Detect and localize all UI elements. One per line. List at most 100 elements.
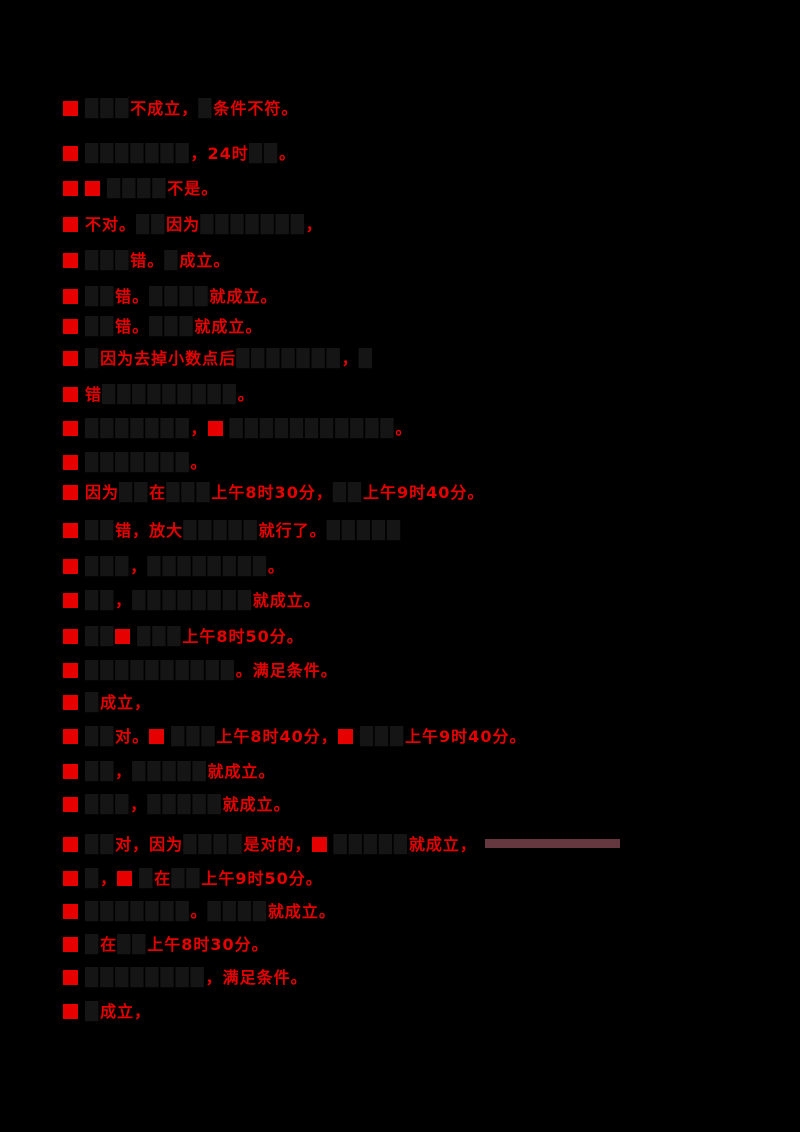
- document-line: ███████。: [63, 454, 208, 474]
- red-annotation-text: 因为去掉小数点后: [100, 349, 237, 368]
- red-box-glyph: [63, 101, 78, 116]
- illegible-dark-text-run: ██: [85, 762, 116, 782]
- illegible-dark-text-run: ███████: [85, 902, 191, 922]
- red-annotation-text: 在: [154, 869, 172, 888]
- red-box-glyph: [63, 629, 78, 644]
- illegible-dark-text-run: █: [85, 935, 101, 955]
- red-box-glyph: [63, 421, 78, 436]
- red-annotation-text: 上午8时30分。: [147, 935, 269, 954]
- illegible-dark-text-run: ███: [171, 727, 217, 747]
- red-annotation-text: 上午8时30分，: [211, 483, 333, 502]
- red-annotation-text: 。: [235, 661, 253, 680]
- red-box-glyph: [63, 871, 78, 886]
- red-box-glyph: [63, 319, 78, 334]
- red-box-glyph: [63, 289, 78, 304]
- illegible-dark-text-run: ███: [85, 795, 131, 815]
- illegible-dark-text-run: ██: [332, 483, 363, 503]
- red-annotation-text: ，24时: [190, 144, 249, 163]
- illegible-dark-text-run: ████: [107, 179, 168, 199]
- red-annotation-text: 放大: [149, 521, 184, 540]
- red-annotation-text: 。: [278, 144, 296, 163]
- red-annotation-text: ，: [341, 349, 359, 368]
- document-line: ███████。████就成立。: [63, 903, 336, 923]
- red-box-glyph: [63, 729, 78, 744]
- document-line: ██ ███上午8时50分。: [63, 628, 304, 648]
- document-line: 错█████████。: [63, 386, 255, 406]
- red-annotation-text: 就成立。: [252, 591, 321, 610]
- red-box-glyph: [63, 351, 78, 366]
- red-annotation-text: 上午9时40分。: [405, 727, 527, 746]
- red-annotation-text: 成立。: [179, 251, 231, 270]
- document-line: █， █在██上午9时50分。: [63, 870, 323, 890]
- red-annotation-text: 错。: [115, 287, 150, 306]
- red-box-glyph: [63, 764, 78, 779]
- illegible-dark-text-run: ████████: [147, 557, 268, 577]
- document-line: ██对，因为████是对的， █████就成立，: [63, 836, 620, 856]
- red-annotation-text: 就成立。: [222, 795, 291, 814]
- red-annotation-text: ，: [130, 795, 148, 814]
- red-box-glyph: [63, 937, 78, 952]
- red-box-glyph: [63, 904, 78, 919]
- red-box-glyph: [63, 559, 78, 574]
- red-annotation-text: 上午8时50分。: [182, 627, 304, 646]
- red-annotation-text: ，: [305, 215, 323, 234]
- red-annotation-text: 在: [149, 483, 167, 502]
- illegible-dark-text-run: ████: [183, 835, 244, 855]
- red-box-glyph: [63, 455, 78, 470]
- red-annotation-text: 满足条件。: [252, 661, 338, 680]
- illegible-dark-text-run: ██: [85, 317, 116, 337]
- illegible-dark-text-run: ███: [85, 99, 131, 119]
- illegible-dark-text-run: █: [85, 869, 101, 889]
- red-annotation-text: 成立，: [100, 693, 152, 712]
- illegible-dark-text-run: █: [85, 1002, 101, 1022]
- illegible-dark-text-run: █: [198, 99, 214, 119]
- document-line: ██，████████就成立。: [63, 592, 321, 612]
- illegible-dark-text-run: ██: [171, 869, 202, 889]
- illegible-dark-text-run: ████: [149, 287, 210, 307]
- illegible-dark-text-run: ██████████: [85, 661, 236, 681]
- illegible-dark-text-run: ███████████: [229, 419, 396, 439]
- red-annotation-text: 上午9时50分。: [201, 869, 323, 888]
- illegible-dark-text-run: ████████: [132, 591, 253, 611]
- red-annotation-text: 因为: [149, 835, 184, 854]
- illegible-dark-text-run: █: [164, 251, 180, 271]
- red-annotation-text: 错。: [130, 251, 165, 270]
- document-line: █成立，: [63, 1003, 151, 1023]
- red-annotation-text: 。: [190, 902, 208, 921]
- document-line: ███████， ███████████。: [63, 420, 412, 440]
- red-box-glyph: [63, 797, 78, 812]
- red-annotation-text: 对，: [115, 835, 150, 854]
- document-line: ███，█████就成立。: [63, 796, 291, 816]
- illegible-dark-text-run: █: [358, 349, 374, 369]
- red-annotation-text: ，: [115, 591, 133, 610]
- red-box-glyph: [63, 146, 78, 161]
- red-annotation-text: 是对的，: [243, 835, 312, 854]
- red-box-glyph: [63, 523, 78, 538]
- red-annotation-text: 。: [395, 419, 413, 438]
- red-annotation-text: ，: [130, 557, 148, 576]
- red-annotation-text: 因为: [85, 483, 120, 502]
- illegible-dark-text-run: ██: [85, 591, 116, 611]
- red-annotation-text: 错，: [115, 521, 150, 540]
- document-line: ██对。 ███上午8时40分， ███上午9时40分。: [63, 728, 526, 748]
- document-line: █在██上午8时30分。: [63, 936, 269, 956]
- red-annotation-text: 不成立，: [130, 99, 199, 118]
- illegible-dark-text-run: █████████: [102, 385, 238, 405]
- illegible-dark-text-run: ██: [85, 521, 116, 541]
- document-line: ████████，满足条件。: [63, 969, 308, 989]
- red-annotation-text: 不对。: [85, 215, 137, 234]
- red-annotation-text: ，: [115, 762, 133, 781]
- document-line: ██错。███就成立。: [63, 318, 262, 338]
- red-annotation-text: 就成立。: [209, 287, 278, 306]
- illegible-dark-text-run: █████: [132, 762, 208, 782]
- illegible-dark-text-run: ███████: [200, 215, 306, 235]
- document-line: ██████████。满足条件。: [63, 662, 338, 682]
- red-box-glyph: [311, 837, 327, 852]
- illegible-dark-text-run: ███████: [85, 453, 191, 473]
- document-line: ███不成立，█条件不符。: [63, 100, 298, 120]
- red-box-glyph: [63, 593, 78, 608]
- document-line: ███████，24时██。: [63, 145, 296, 165]
- red-box-glyph: [337, 729, 353, 744]
- document-line: 不对。██因为███████，: [63, 216, 323, 236]
